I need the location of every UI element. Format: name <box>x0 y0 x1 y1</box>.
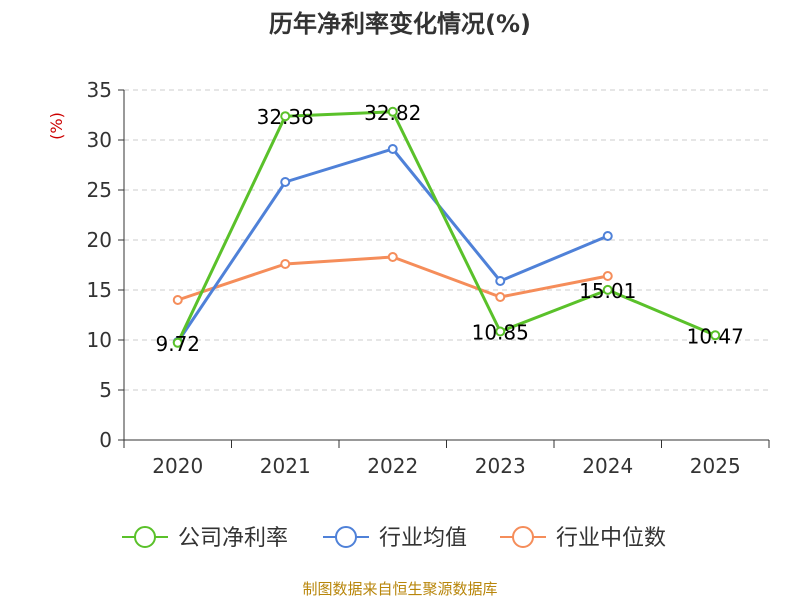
y-tick-label: 35 <box>87 78 112 102</box>
data-point[interactable] <box>495 326 506 337</box>
data-label: 9.72 <box>155 332 200 356</box>
y-tick-label: 10 <box>87 328 112 352</box>
y-tick-label: 0 <box>99 428 112 452</box>
data-point[interactable] <box>387 252 398 262</box>
data-point[interactable] <box>495 292 506 302</box>
legend-label: 公司净利率 <box>178 526 288 551</box>
y-tick-label: 20 <box>87 228 112 252</box>
y-tick-label: 30 <box>87 128 112 152</box>
legend[interactable]: 公司净利率 行业均值 行业中位数 <box>122 526 666 551</box>
data-point[interactable] <box>387 106 398 117</box>
legend-label: 行业均值 <box>379 526 467 551</box>
data-point[interactable] <box>495 276 506 286</box>
series-line-1 <box>176 147 609 343</box>
y-tick-labels: 0 5 10 15 20 25 30 35 <box>87 78 112 452</box>
data-point[interactable] <box>602 231 613 241</box>
data-label: 10.85 <box>472 321 529 345</box>
legend-item[interactable]: 公司净利率 <box>122 526 288 551</box>
data-point[interactable] <box>172 295 183 305</box>
series-lines <box>172 106 721 348</box>
data-point[interactable] <box>280 111 291 122</box>
grid-lines <box>124 89 769 391</box>
y-tick-label: 5 <box>99 378 112 402</box>
legend-marker <box>335 526 357 548</box>
data-point[interactable] <box>602 271 613 281</box>
x-tick-label: 2021 <box>260 454 311 478</box>
data-label: 32.82 <box>364 101 421 125</box>
x-tick-label: 2025 <box>690 454 741 478</box>
x-tick-labels: 2020 2021 2022 2023 2024 2025 <box>152 454 740 478</box>
x-tick-label: 2023 <box>475 454 526 478</box>
data-label: 15.01 <box>579 279 636 303</box>
y-tick-label: 15 <box>87 278 112 302</box>
legend-item[interactable]: 行业均值 <box>323 526 467 551</box>
legend-marker <box>512 526 534 548</box>
x-tick-label: 2024 <box>582 454 633 478</box>
legend-marker <box>134 526 156 548</box>
legend-label: 行业中位数 <box>556 526 666 551</box>
data-point[interactable] <box>280 177 291 187</box>
data-label: 10.47 <box>687 324 744 348</box>
chart-title: 历年净利率变化情况(%) <box>269 10 531 38</box>
data-labels: 9.72 32.38 32.82 10.85 15.01 10.47 <box>155 101 743 356</box>
source-note: 制图数据来自恒生聚源数据库 <box>302 580 497 598</box>
data-point[interactable] <box>280 259 291 269</box>
data-point[interactable] <box>602 284 613 295</box>
y-tick-label: 25 <box>87 178 112 202</box>
data-point[interactable] <box>172 337 183 348</box>
series-line-0 <box>176 110 716 344</box>
y-axis-unit: (%) <box>47 112 66 140</box>
legend-item[interactable]: 行业中位数 <box>500 526 666 551</box>
data-point[interactable] <box>710 330 721 341</box>
data-label: 32.38 <box>257 105 314 129</box>
data-point[interactable] <box>387 144 398 154</box>
axes <box>118 89 770 448</box>
x-tick-label: 2020 <box>152 454 203 478</box>
x-tick-label: 2022 <box>367 454 418 478</box>
